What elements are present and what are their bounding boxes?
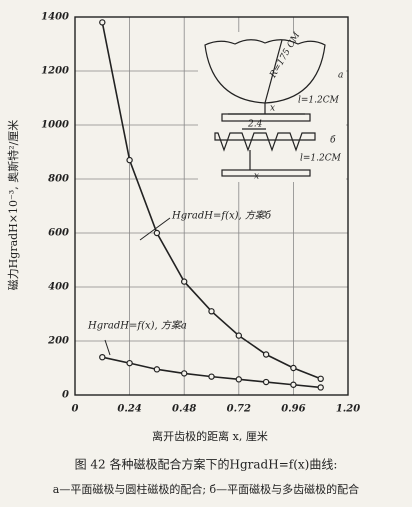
y-tick-label: 400 — [48, 282, 69, 293]
y-tick-label: 200 — [47, 336, 69, 347]
data-point — [180, 370, 188, 377]
inset-label: a — [338, 71, 343, 81]
data-point — [235, 332, 242, 339]
data-point — [262, 378, 270, 386]
annotation-leader — [104, 339, 111, 356]
inset-label: б — [330, 135, 336, 146]
x-tick-label: 1.20 — [336, 404, 360, 415]
caption: 图 42 各种磁极配合方案下的HgradH=f(x)曲线: — [75, 457, 338, 472]
x-tick-label: 0.72 — [227, 404, 251, 415]
legend-label: HgradH=f(x), 方案б — [171, 210, 272, 222]
data-point — [99, 354, 106, 361]
inset-diagram — [198, 32, 346, 182]
data-point — [317, 384, 324, 391]
data-point — [317, 375, 324, 382]
x-axis-label: 离开齿极的距离 x, 厘米 — [152, 429, 268, 443]
data-point — [126, 156, 133, 164]
inset-label: l=1.2CM — [300, 154, 342, 164]
data-point — [262, 351, 270, 358]
inset-label: x — [270, 104, 275, 114]
inset-label: l=1.2CM — [298, 96, 340, 106]
data-point — [208, 373, 215, 380]
x-tick-label: 0.24 — [117, 404, 141, 415]
data-point — [235, 376, 242, 383]
y-tick-label: 600 — [48, 228, 69, 239]
data-point — [153, 366, 161, 373]
y-tick-label: 800 — [48, 174, 69, 185]
inset-label: 2.4 — [247, 120, 263, 130]
y-tick-label: 1400 — [41, 12, 69, 23]
caption: a—平面磁极与圆柱磁极的配合; б—平面磁极与多齿磁极的配合 — [53, 482, 359, 496]
y-axis-label: 磁力HgradH×10⁻³, 奥斯特²/厘米 — [6, 120, 20, 291]
y-tick-label: 1000 — [41, 120, 69, 131]
y-tick-label: 1200 — [41, 66, 69, 77]
x-tick-label: 0.96 — [281, 404, 305, 415]
inset-label: x — [254, 172, 259, 182]
legend-label: HgradH=f(x), 方案a — [87, 320, 187, 332]
data-point — [99, 19, 106, 26]
x-tick-label: 0.48 — [172, 404, 196, 415]
data-point — [290, 364, 297, 372]
data-point — [180, 278, 188, 285]
data-point — [290, 381, 297, 388]
data-point — [208, 308, 215, 315]
series-line — [102, 356, 321, 389]
data-point — [126, 359, 133, 367]
x-tick-label: 0 — [72, 404, 79, 415]
y-tick-label: 0 — [62, 390, 69, 401]
data-point — [153, 229, 161, 237]
plot-frame — [74, 16, 349, 396]
